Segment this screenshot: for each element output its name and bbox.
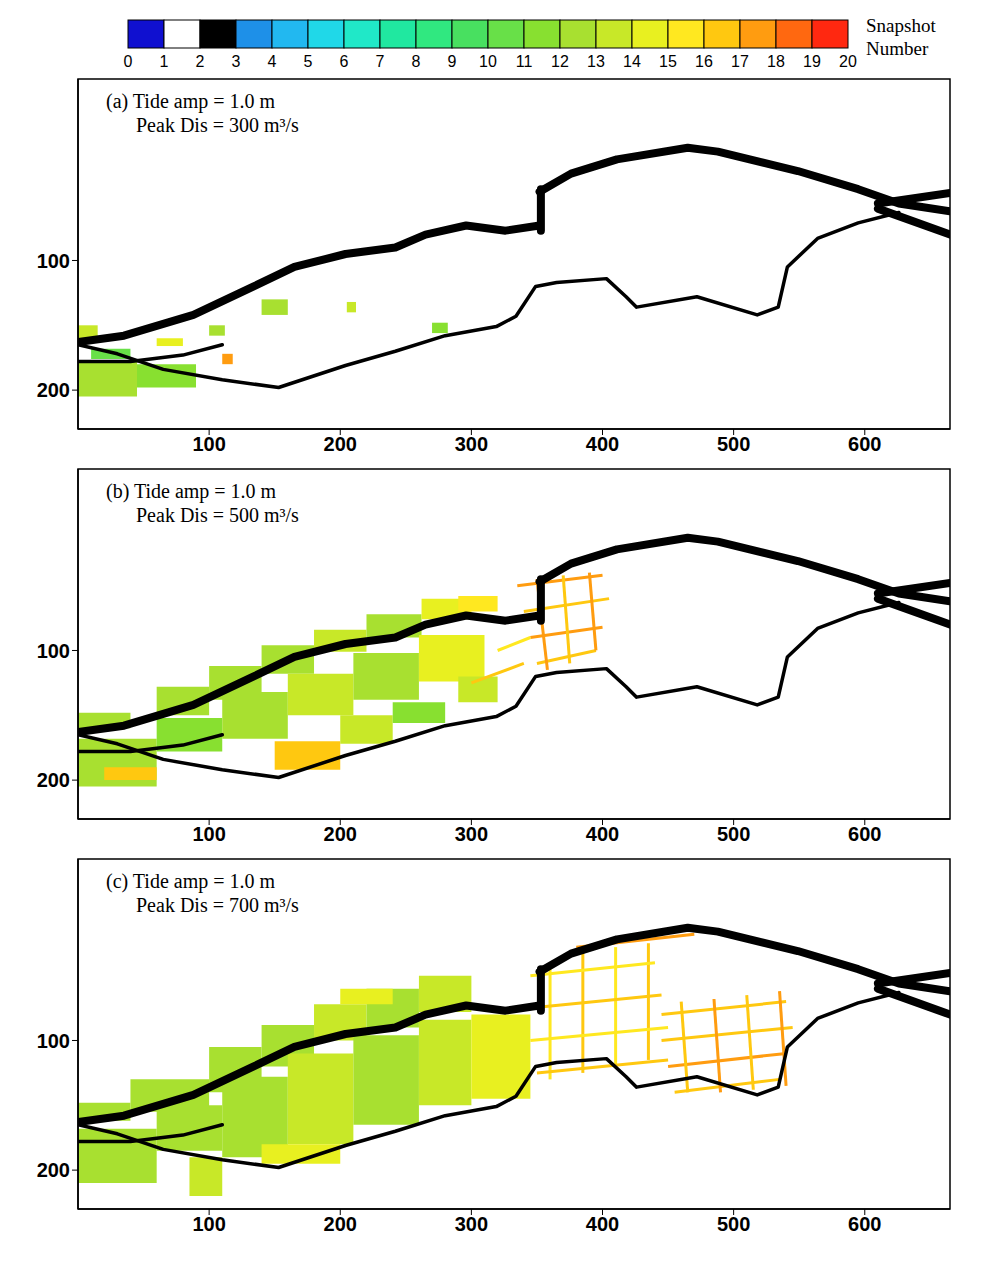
svg-text:100: 100 <box>192 433 225 455</box>
svg-text:200: 200 <box>324 433 357 455</box>
html-text:(a) Tide amp = 1.0 m: (a) Tide amp = 1.0 m <box>106 90 276 112</box>
html-text:Snapshot Number: Snapshot Number <box>866 15 936 59</box>
svg-text:200: 200 <box>324 823 357 845</box>
svg-text:200: 200 <box>37 769 70 791</box>
svg-text:100: 100 <box>37 250 70 272</box>
svg-text:500: 500 <box>717 1213 750 1235</box>
svg-text:600: 600 <box>848 823 881 845</box>
svg-text:400: 400 <box>586 823 619 845</box>
svg-text:200: 200 <box>37 1159 70 1181</box>
svg-text:300: 300 <box>455 823 488 845</box>
svg-text:11: 11 <box>516 53 533 70</box>
svg-text:100: 100 <box>37 640 70 662</box>
svg-text:16: 16 <box>695 53 713 70</box>
svg-text:100: 100 <box>37 1030 70 1052</box>
html-text:Peak Dis = 300 m³/s: Peak Dis = 300 m³/s <box>136 114 299 136</box>
svg-text:1: 1 <box>160 53 169 70</box>
svg-text:500: 500 <box>717 823 750 845</box>
svg-text:600: 600 <box>848 1213 881 1235</box>
svg-text:7: 7 <box>376 53 385 70</box>
svg-text:600: 600 <box>848 433 881 455</box>
svg-text:20: 20 <box>839 53 857 70</box>
html-text:Peak Dis = 500 m³/s: Peak Dis = 500 m³/s <box>136 504 299 526</box>
svg-text:400: 400 <box>586 433 619 455</box>
svg-text:100: 100 <box>192 1213 225 1235</box>
svg-text:17: 17 <box>731 53 749 70</box>
svg-text:12: 12 <box>551 53 569 70</box>
svg-text:14: 14 <box>623 53 641 70</box>
html-text:(b) Tide amp = 1.0 m: (b) Tide amp = 1.0 m <box>106 480 277 502</box>
svg-text:300: 300 <box>455 433 488 455</box>
svg-text:6: 6 <box>340 53 349 70</box>
svg-text:0: 0 <box>124 53 133 70</box>
html-text:Peak Dis = 700 m³/s: Peak Dis = 700 m³/s <box>136 894 299 916</box>
svg-text:200: 200 <box>324 1213 357 1235</box>
svg-text:100: 100 <box>192 823 225 845</box>
svg-text:300: 300 <box>455 1213 488 1235</box>
svg-text:3: 3 <box>232 53 241 70</box>
svg-text:13: 13 <box>587 53 605 70</box>
svg-text:19: 19 <box>803 53 821 70</box>
svg-text:4: 4 <box>268 53 277 70</box>
svg-text:5: 5 <box>304 53 313 70</box>
svg-text:10: 10 <box>479 53 497 70</box>
svg-text:200: 200 <box>37 379 70 401</box>
svg-text:8: 8 <box>412 53 421 70</box>
svg-text:400: 400 <box>586 1213 619 1235</box>
html-text:(c) Tide amp = 1.0 m: (c) Tide amp = 1.0 m <box>106 870 276 892</box>
svg-text:2: 2 <box>196 53 205 70</box>
svg-text:18: 18 <box>767 53 785 70</box>
svg-text:15: 15 <box>659 53 677 70</box>
svg-text:500: 500 <box>717 433 750 455</box>
svg-text:9: 9 <box>448 53 457 70</box>
